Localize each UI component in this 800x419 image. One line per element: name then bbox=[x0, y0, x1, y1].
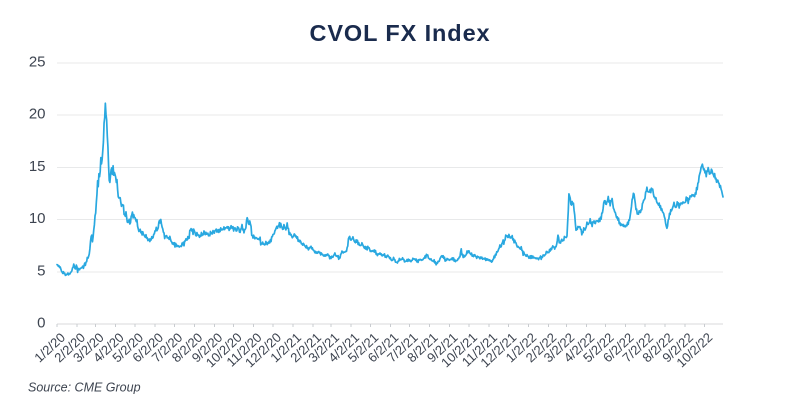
svg-text:15: 15 bbox=[29, 158, 46, 175]
svg-text:10: 10 bbox=[29, 210, 46, 227]
svg-text:5: 5 bbox=[37, 262, 45, 279]
svg-text:CVOL FX Index: CVOL FX Index bbox=[309, 20, 490, 46]
svg-text:0: 0 bbox=[37, 315, 45, 332]
svg-text:25: 25 bbox=[29, 54, 46, 71]
svg-text:20: 20 bbox=[29, 106, 46, 123]
svg-text:Source: CME Group: Source: CME Group bbox=[28, 381, 141, 395]
